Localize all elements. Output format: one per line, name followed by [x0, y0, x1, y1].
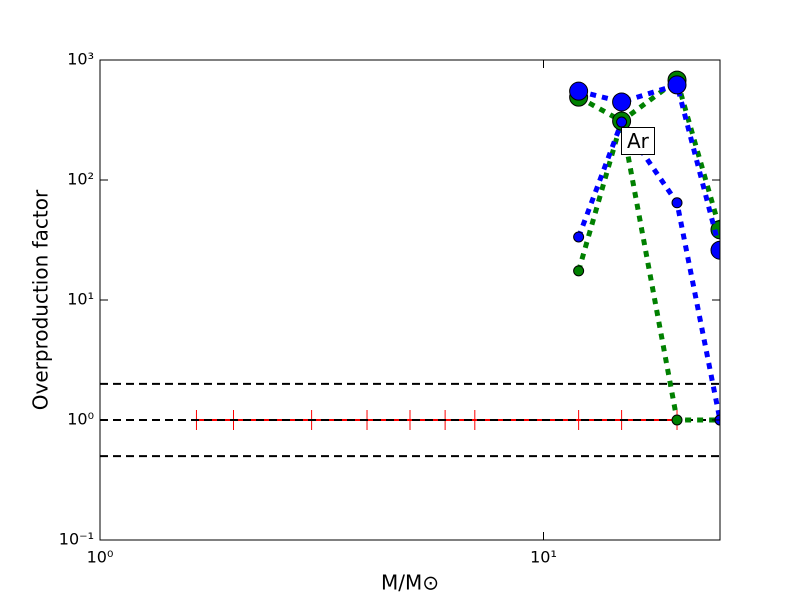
- y-tick-label: 10⁰: [67, 410, 94, 429]
- marker: [667, 75, 687, 95]
- y-axis-label: Overproduction factor: [29, 189, 53, 410]
- series-line: [578, 81, 720, 251]
- marker: [710, 240, 720, 260]
- marker: [612, 92, 632, 112]
- x-tick-label: 10¹: [530, 548, 557, 567]
- marker: [569, 81, 589, 101]
- series-line: [576, 120, 720, 423]
- annotation: Ar: [621, 127, 655, 155]
- x-axis-label: M/M⊙: [381, 571, 439, 595]
- marker: [671, 197, 683, 209]
- y-tick-label: 10³: [67, 50, 94, 69]
- x-tick-label: 10⁰: [87, 548, 114, 567]
- plot-area: [100, 70, 720, 458]
- marker: [616, 116, 628, 128]
- series-line: [577, 75, 720, 231]
- series-line: [576, 116, 720, 421]
- marker: [671, 414, 683, 426]
- marker: [573, 231, 585, 243]
- y-tick-label: 10⁻¹: [59, 530, 94, 549]
- y-tick-label: 10¹: [67, 290, 94, 309]
- y-tick-label: 10²: [67, 170, 94, 189]
- marker: [573, 265, 585, 277]
